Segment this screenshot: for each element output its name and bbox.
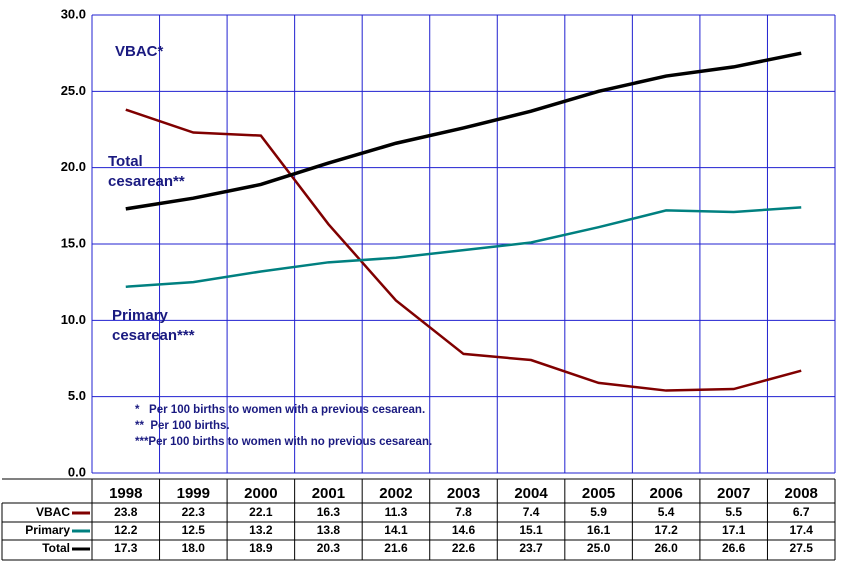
table-value: 17.3	[114, 541, 138, 555]
table-value: 26.0	[654, 541, 678, 555]
legend-label: Primary	[25, 523, 70, 537]
table-value: 13.2	[249, 523, 273, 537]
legend-label: VBAC	[36, 505, 70, 519]
table-value: 25.0	[587, 541, 611, 555]
table-value: 16.1	[587, 523, 611, 537]
table-value: 26.6	[722, 541, 746, 555]
table-value: 14.6	[452, 523, 476, 537]
table-value: 22.3	[182, 505, 206, 519]
x-tick-label: 2003	[447, 485, 480, 502]
x-tick-label: 2000	[244, 485, 277, 502]
table-value: 18.9	[249, 541, 273, 555]
x-tick-label: 1998	[109, 485, 142, 502]
table-value: 18.0	[182, 541, 206, 555]
table-value: 23.8	[114, 505, 138, 519]
table-value: 5.4	[658, 505, 675, 519]
y-tick-label: 10.0	[61, 312, 86, 327]
table-value: 13.8	[317, 523, 341, 537]
table-value: 7.8	[455, 505, 472, 519]
table-value: 22.1	[249, 505, 273, 519]
table-value: 12.5	[182, 523, 206, 537]
series-line	[125, 108, 802, 392]
series-line	[125, 206, 802, 288]
series-line	[125, 51, 802, 211]
x-tick-label: 2007	[717, 485, 750, 502]
x-tick-label: 2006	[649, 485, 682, 502]
table-value: 17.4	[790, 523, 814, 537]
x-tick-label: 2005	[582, 485, 615, 502]
x-tick-label: 2001	[312, 485, 345, 502]
table-value: 20.3	[317, 541, 341, 555]
table-value: 12.2	[114, 523, 138, 537]
x-tick-label: 1999	[177, 485, 210, 502]
table-value: 5.9	[590, 505, 607, 519]
table-value: 6.7	[793, 505, 810, 519]
table-value: 16.3	[317, 505, 341, 519]
table-value: 14.1	[384, 523, 408, 537]
table-value: 5.5	[725, 505, 742, 519]
y-tick-label: 15.0	[61, 235, 86, 250]
y-tick-label: 20.0	[61, 159, 86, 174]
table-value: 17.2	[654, 523, 678, 537]
footnote: ***Per 100 births to women with no previ…	[135, 436, 432, 448]
table-value: 21.6	[384, 541, 408, 555]
annotation: cesarean***	[112, 327, 195, 344]
footnote: ** Per 100 births.	[135, 420, 230, 432]
x-tick-label: 2008	[785, 485, 818, 502]
x-tick-label: 2004	[514, 485, 548, 502]
table-value: 15.1	[519, 523, 543, 537]
y-tick-label: 30.0	[61, 6, 86, 21]
y-tick-label: 5.0	[68, 388, 86, 403]
table-value: 7.4	[523, 505, 540, 519]
table-value: 23.7	[519, 541, 543, 555]
y-tick-label: 0.0	[68, 464, 86, 479]
annotation: VBAC*	[115, 43, 164, 60]
annotation: Total	[108, 153, 143, 170]
annotation: cesarean**	[108, 173, 185, 190]
annotation: Primary	[112, 307, 169, 324]
table-value: 22.6	[452, 541, 476, 555]
legend-label: Total	[42, 541, 70, 555]
table-value: 11.3	[385, 505, 408, 519]
table-value: 17.1	[722, 523, 746, 537]
x-tick-label: 2002	[379, 485, 412, 502]
y-tick-label: 25.0	[61, 83, 86, 98]
table-value: 27.5	[790, 541, 814, 555]
footnote: * Per 100 births to women with a previou…	[135, 404, 425, 416]
